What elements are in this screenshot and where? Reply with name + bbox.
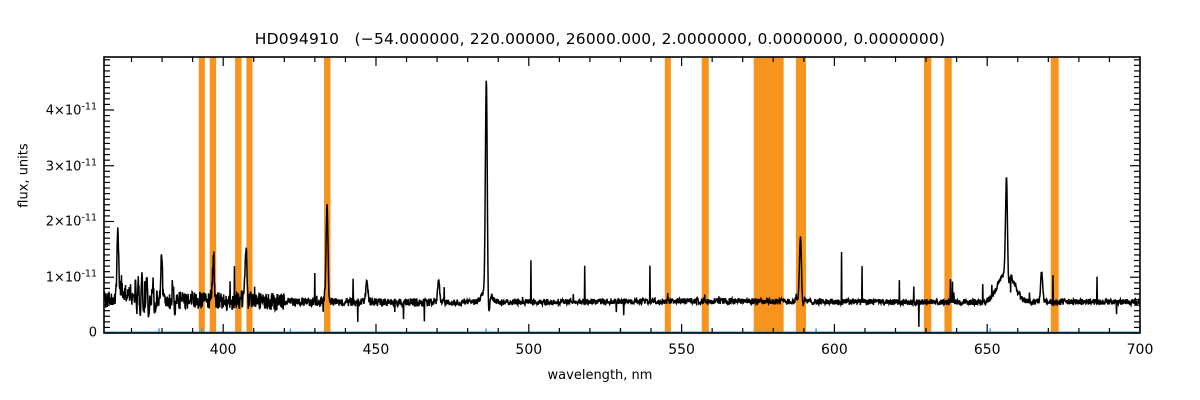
masked-band-1 xyxy=(209,57,217,333)
masked-band-11 xyxy=(1050,57,1059,333)
y-tick-label-0: 0 xyxy=(88,325,97,341)
x-tick-label-6: 700 xyxy=(1126,342,1154,358)
masked-band-8 xyxy=(795,57,806,333)
page-title: HD094910 (−54.000000, 220.00000, 26000.0… xyxy=(254,30,946,48)
y-tick-label-4: 4×10-11 xyxy=(45,101,97,119)
masked-band-group xyxy=(198,57,1059,333)
y-tick-label-3: 3×10-11 xyxy=(45,157,97,175)
masked-band-5 xyxy=(664,57,671,333)
spectrum-trace xyxy=(103,80,1141,327)
y-tick-label-1: 1×10-11 xyxy=(45,268,97,286)
masked-band-10 xyxy=(944,57,952,333)
masked-band-6 xyxy=(701,57,709,333)
masked-band-9 xyxy=(923,57,932,333)
x-tick-label-3: 550 xyxy=(668,342,695,358)
masked-band-4 xyxy=(324,57,331,333)
axis-frame xyxy=(103,56,1141,334)
x-axis-label: wavelength, nm xyxy=(547,368,653,383)
x-tick-label-0: 400 xyxy=(209,342,237,358)
x-tick-label-5: 650 xyxy=(973,342,1001,358)
x-tick-label-1: 450 xyxy=(362,342,390,358)
masked-band-3 xyxy=(246,57,253,333)
x-tick-label-2: 500 xyxy=(515,342,543,358)
y-tick-label-2: 2×10-11 xyxy=(45,212,97,231)
masked-band-2 xyxy=(235,57,242,333)
masked-band-0 xyxy=(198,57,205,333)
x-tick-label-4: 600 xyxy=(821,342,848,358)
masked-band-7 xyxy=(753,57,784,333)
axis-ticks xyxy=(104,57,1141,334)
